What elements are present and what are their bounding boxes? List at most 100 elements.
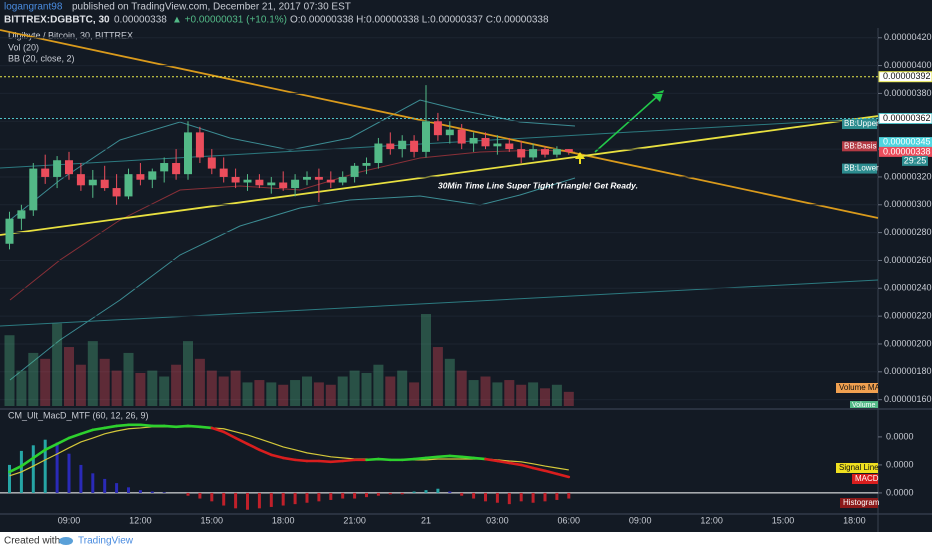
- y-tick-label: 0.0000: [886, 431, 914, 441]
- histogram-bar: [127, 487, 130, 493]
- footer-brand[interactable]: TradingView: [78, 536, 134, 547]
- volume-bar: [206, 370, 217, 406]
- candle-body: [172, 163, 181, 175]
- candle-body: [422, 121, 430, 152]
- macd-segment: [448, 454, 464, 459]
- volume-bar: [516, 384, 527, 406]
- pane-separator: [0, 513, 932, 515]
- y-tick-label: 0.00000420: [884, 32, 932, 42]
- x-tick-label: 03:00: [486, 515, 509, 525]
- volume-bar: [16, 370, 27, 406]
- volume-bar: [492, 382, 503, 406]
- x-tick-label: 18:00: [843, 515, 866, 525]
- price-label: 0.00000362: [883, 113, 931, 123]
- macd-segment: [531, 466, 547, 473]
- volume-bar: [337, 376, 348, 406]
- macd-title: CM_Ult_MacD_MTF (60, 12, 26, 9): [8, 410, 149, 420]
- volume-bar: [52, 323, 63, 406]
- candle-body: [326, 179, 335, 183]
- volume-bar: [194, 358, 205, 406]
- volume-bar: [563, 391, 574, 406]
- macd-segment: [79, 428, 95, 436]
- candle-body: [410, 140, 419, 152]
- macd-segment: [162, 424, 178, 429]
- volume-bar: [432, 347, 443, 406]
- volume-bar: [99, 358, 110, 406]
- candle-body: [303, 176, 311, 180]
- volume-bar: [254, 380, 265, 406]
- volume-bar: [313, 382, 324, 406]
- candle-body: [53, 160, 62, 177]
- macd-segment: [103, 424, 118, 430]
- macd-segment: [67, 432, 83, 440]
- histogram-bar: [531, 492, 535, 503]
- macd-segment: [317, 459, 333, 464]
- macd-segment: [198, 425, 214, 430]
- candle-body: [314, 176, 323, 180]
- trend-line: [0, 279, 879, 327]
- histogram-bar: [210, 492, 214, 502]
- volume-bar: [135, 372, 146, 406]
- macd-segment: [281, 456, 297, 462]
- candle-body: [112, 188, 121, 197]
- histogram-bar: [317, 492, 321, 502]
- label-box: [850, 401, 878, 408]
- macd-segment: [460, 455, 475, 460]
- macd-segment: [139, 423, 154, 428]
- candle-body: [136, 174, 145, 180]
- volume-bar: [40, 358, 51, 406]
- histogram-bar: [234, 492, 238, 509]
- published: published on TradingView.com, December 2…: [72, 2, 351, 13]
- tag: BB:Basis: [844, 141, 876, 150]
- histogram-bar: [91, 473, 95, 493]
- volume-bar: [64, 347, 74, 406]
- candle-body: [457, 129, 466, 144]
- candle-body: [541, 149, 549, 155]
- arrow: [594, 93, 661, 153]
- y-tick-label: 0.00000320: [884, 171, 932, 181]
- x-tick-label: 18:00: [272, 515, 295, 525]
- axis-label: 0.00000338: [883, 146, 931, 156]
- volume-bar: [373, 364, 384, 406]
- tag: BB:Upper: [844, 119, 879, 128]
- histogram-bar: [8, 464, 11, 493]
- histogram-bar: [567, 492, 571, 499]
- candle-body: [374, 143, 383, 164]
- histogram-bar: [341, 492, 345, 499]
- histogram-bar: [257, 492, 261, 509]
- candle-body: [207, 157, 216, 169]
- macd-segment: [507, 461, 523, 467]
- bb-upper: [9, 99, 576, 221]
- candle-body: [184, 132, 192, 175]
- histogram-bar: [198, 492, 202, 499]
- macd-segment: [472, 456, 487, 461]
- candle-body: [529, 149, 538, 158]
- indicator: Vol (20): [8, 42, 39, 52]
- histogram-bar: [448, 491, 452, 493]
- macd-segment: [519, 463, 535, 470]
- macd-segment: [246, 442, 261, 452]
- macd-segment: [115, 423, 130, 428]
- y-tick-label: 0.00000180: [884, 366, 932, 376]
- histogram-bar: [115, 483, 119, 493]
- series-title: Digibyte / Bitcoin, 30, BITTREX: [8, 30, 133, 40]
- author[interactable]: logangrant98: [4, 2, 63, 13]
- histogram-bar: [329, 492, 333, 500]
- macd-segment: [31, 448, 47, 460]
- candle-body: [17, 210, 26, 219]
- volume-bar: [75, 364, 86, 406]
- macd-segment: [258, 448, 273, 457]
- candle-body: [41, 168, 50, 177]
- volume-bar: [468, 380, 479, 406]
- candle-body: [445, 129, 454, 136]
- macd-segment: [269, 453, 285, 460]
- macd-segment: [20, 456, 35, 468]
- bb-basis: [9, 149, 576, 301]
- volume-bar: [480, 376, 491, 406]
- histogram-bar: [150, 491, 154, 493]
- macd-segment: [365, 457, 380, 462]
- price-label-box: [878, 71, 932, 83]
- volume-bar: [540, 388, 550, 406]
- volume-label: Volume: [852, 402, 875, 409]
